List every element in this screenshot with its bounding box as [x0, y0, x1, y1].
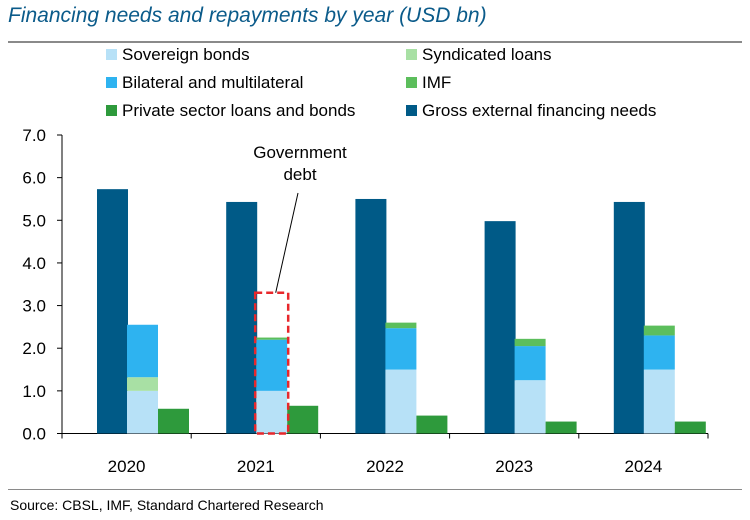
legend-swatch-private-sector-loans-and-bonds [106, 105, 117, 116]
legend-swatch-imf [406, 77, 417, 88]
y-tick-label: 3.0 [22, 297, 46, 316]
bar-private-sector-loans-and-bonds [416, 415, 448, 434]
bar-segment-imf [385, 322, 417, 329]
bar-private-sector-loans-and-bonds [158, 408, 189, 434]
legend-label: IMF [422, 73, 451, 92]
bar-segment-bilateral-and-multilateral [514, 346, 546, 381]
bar-gross-external-financing-needs [355, 198, 387, 434]
legend-swatch-syndicated-loans [406, 49, 417, 60]
bar-segment-imf [643, 325, 675, 336]
chart-title: Financing needs and repayments by year (… [8, 4, 487, 27]
bar-segment-bilateral-and-multilateral [385, 328, 417, 370]
legend-label: Syndicated loans [422, 45, 551, 64]
bar-private-sector-loans-and-bonds [545, 421, 577, 434]
bar-gross-external-financing-needs [97, 189, 128, 434]
bar-segment-sovereign-bonds [643, 369, 675, 434]
bar-gross-external-financing-needs [484, 221, 516, 434]
legend-label: Gross external financing needs [422, 101, 656, 120]
y-tick-label: 7.0 [22, 126, 46, 145]
bar-private-sector-loans-and-bonds [287, 405, 319, 434]
x-tick-label: 2024 [624, 457, 662, 476]
title-divider [8, 41, 742, 43]
x-tick-label: 2021 [237, 457, 275, 476]
bar-segment-bilateral-and-multilateral [256, 339, 288, 391]
bar-segment-bilateral-and-multilateral [643, 335, 675, 370]
annotation-leader [275, 192, 299, 293]
y-tick-label: 4.0 [22, 254, 46, 273]
legend-label: Sovereign bonds [122, 45, 250, 64]
legend: Sovereign bonds Syndicated loans Bilateral… [106, 45, 656, 120]
bar-segment-imf [514, 338, 546, 347]
annotation-box [253, 291, 290, 435]
bars [97, 189, 706, 434]
bar-segment-sovereign-bonds [514, 380, 546, 434]
source-divider [8, 489, 742, 490]
bar-segment-sovereign-bonds [256, 390, 288, 434]
annotation-label: debt [283, 165, 316, 184]
legend-label: Bilateral and multilateral [122, 73, 303, 92]
legend-label: Private sector loans and bonds [122, 101, 355, 120]
legend-swatch-gross-external-financing-needs [406, 105, 417, 116]
annotation: Government debt [253, 143, 347, 435]
source-note: Source: CBSL, IMF, Standard Chartered Re… [10, 497, 324, 513]
legend-swatch-bilateral-and-multilateral [106, 77, 117, 88]
bar-segment-imf [256, 337, 288, 340]
y-tick-label: 5.0 [22, 211, 46, 230]
x-tick-label: 2020 [108, 457, 146, 476]
y-tick-label: 6.0 [22, 169, 46, 188]
legend-swatch-sovereign-bonds [106, 49, 117, 60]
bar-segment-sovereign-bonds [385, 369, 417, 434]
annotation-label: Government [253, 143, 347, 162]
bar-gross-external-financing-needs [613, 201, 645, 434]
bar-gross-external-financing-needs [226, 201, 258, 434]
x-tick-label: 2022 [366, 457, 404, 476]
y-tick-label: 0.0 [22, 425, 46, 444]
y-tick-label: 2.0 [22, 339, 46, 358]
bar-segment-bilateral-and-multilateral [127, 324, 158, 378]
bar-segment-sovereign-bonds [127, 390, 158, 434]
bar-private-sector-loans-and-bonds [674, 421, 706, 434]
x-tick-label: 2023 [495, 457, 533, 476]
bar-segment-syndicated-loans [127, 377, 158, 391]
y-tick-label: 1.0 [22, 382, 46, 401]
